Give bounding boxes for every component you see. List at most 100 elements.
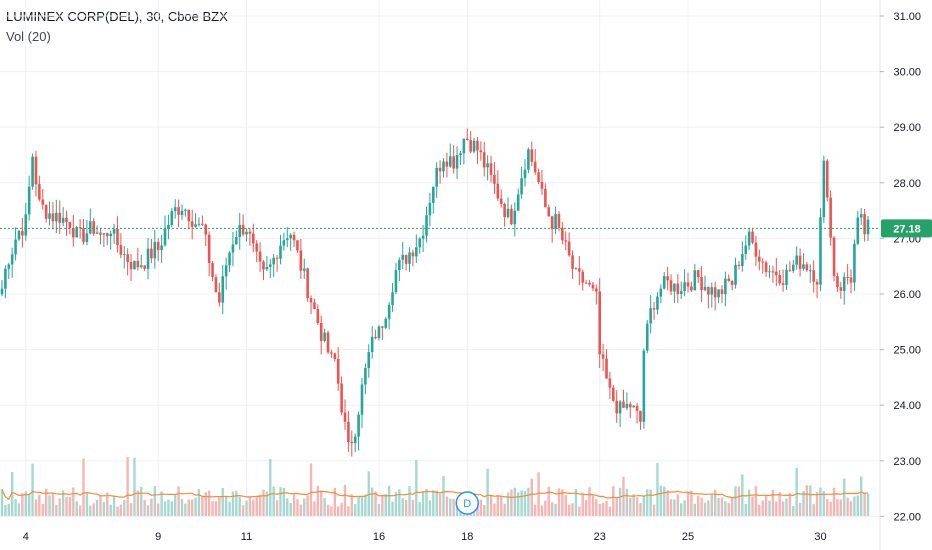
volume-bar (68, 497, 72, 516)
candle-body (581, 271, 585, 283)
candle-body (17, 230, 21, 240)
candle-body (523, 169, 527, 179)
candle-body (99, 232, 102, 235)
volume-bar (666, 490, 669, 516)
volume-bar (184, 503, 187, 516)
volume-bar (370, 487, 374, 516)
candle-body (313, 302, 316, 310)
candle-body (778, 275, 782, 284)
candle-body (785, 269, 788, 285)
volume-bar (136, 490, 140, 516)
volume-bar (710, 495, 713, 516)
volume-bar (190, 499, 194, 516)
candle-body (669, 280, 673, 292)
candle-body (758, 256, 761, 262)
volume-bar (204, 492, 207, 516)
volume-bar (751, 496, 754, 516)
candle-body (751, 231, 754, 243)
price-axis[interactable]: 22.0023.0024.0025.0026.0027.0028.0029.00… (880, 11, 921, 523)
volume-bar (707, 500, 710, 516)
volume-bar (588, 487, 591, 516)
volume-bar (476, 504, 479, 516)
volume-bar (517, 492, 520, 516)
candle-body (686, 282, 690, 287)
volume-bar (214, 501, 218, 516)
volume-bar (483, 504, 486, 516)
candle-body (866, 219, 870, 235)
candle-body (486, 163, 489, 168)
volume-bar (608, 506, 612, 516)
volume-bar (55, 504, 58, 516)
volume-bar (625, 488, 629, 516)
volume-bar (785, 498, 788, 516)
volume-bar (367, 471, 370, 516)
candle-body (258, 251, 262, 262)
volume-bar (754, 486, 758, 516)
candle-body (510, 208, 513, 225)
volume-bar (832, 487, 836, 516)
volume-bar (445, 496, 449, 516)
candle-body (846, 276, 849, 278)
volume-bar (826, 499, 829, 516)
candle-body (160, 245, 163, 251)
volume-bar (788, 493, 792, 516)
candle-body (153, 242, 157, 259)
price-tick-label: 31.00 (893, 11, 921, 23)
candle-body (645, 323, 649, 351)
volume-bar (282, 487, 286, 516)
volume-bar (853, 496, 856, 516)
candle-body (605, 358, 608, 379)
volume-bar (479, 499, 483, 516)
volume-bar (333, 487, 337, 516)
candle-body (469, 139, 472, 152)
candle-body (75, 227, 79, 238)
candle-body (652, 308, 656, 310)
candle-body (635, 405, 639, 411)
candle-body (289, 234, 292, 239)
candle-body (34, 156, 38, 185)
candle-body (696, 270, 700, 278)
candle-body (707, 286, 710, 295)
volume-bar (102, 502, 106, 516)
volume-bar (452, 498, 455, 516)
volume-bar (258, 494, 262, 516)
candle-body (520, 178, 523, 195)
volume-bar (180, 499, 184, 516)
volume-bar (493, 503, 496, 516)
volume-bar (781, 501, 785, 516)
candle-body (730, 280, 734, 285)
volume-bar (374, 491, 377, 516)
dividend-marker[interactable]: D (455, 491, 480, 515)
time-axis[interactable]: 4 9 11 16 18 23 25 30 (23, 531, 827, 543)
volume-bar (500, 496, 503, 516)
dividend-marker-circle[interactable] (455, 491, 480, 515)
candle-body (544, 188, 547, 208)
candle-body (248, 231, 252, 234)
volume-bar (224, 495, 228, 516)
volume-bar (646, 489, 649, 516)
price-tick-label: 24.00 (893, 400, 921, 412)
volume-bar (313, 501, 316, 516)
candle-body (268, 264, 272, 267)
time-tick-label: 16 (373, 531, 385, 543)
candle-body (384, 318, 388, 328)
candle-body (116, 228, 119, 246)
candle-body (180, 210, 184, 215)
candle-body (513, 210, 517, 225)
volume-bar (174, 495, 177, 516)
candle-body (795, 255, 798, 265)
volume-bar (815, 492, 819, 516)
volume-bar (860, 476, 863, 516)
volume-bar (649, 489, 652, 516)
candle-body (425, 215, 428, 236)
candle-body (44, 204, 48, 219)
candle-body (102, 233, 106, 235)
volume-bar (812, 504, 815, 516)
candle-body (391, 292, 394, 305)
candle-body (163, 228, 167, 246)
volume-bar (140, 486, 143, 516)
volume-bar (510, 489, 513, 516)
volume-bar (866, 493, 870, 516)
volume-bar (85, 493, 89, 516)
